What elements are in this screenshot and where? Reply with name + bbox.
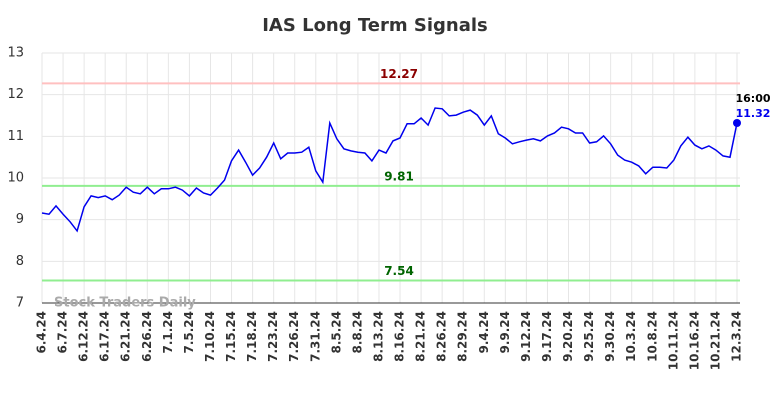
x-tick-label: 10.21.24 [708,311,722,370]
y-tick-label: 7 [16,296,24,311]
x-tick-label: 10.3.24 [624,311,638,362]
last-time-label: 16:00 [735,92,770,105]
x-tick-label: 7.15.24 [224,311,238,362]
x-tick-label: 9.4.24 [477,311,491,354]
x-tick-label: 7.31.24 [308,311,322,362]
x-tick-label: 6.26.24 [140,311,154,362]
x-tick-label: 8.13.24 [371,311,385,362]
x-tick-label: 10.11.24 [666,311,680,370]
x-tick-label: 10.16.24 [687,311,701,370]
chart-title: IAS Long Term Signals [262,15,488,36]
price-line [41,107,738,233]
y-tick-label: 12 [7,87,24,102]
last-point [733,119,741,127]
x-tick-label: 7.23.24 [266,311,280,362]
x-tick-label: 8.16.24 [393,311,407,362]
x-tick-label: 7.5.24 [182,311,196,354]
reference-label: 12.27 [380,67,418,81]
y-tick-label: 10 [7,171,24,186]
x-tick-label: 6.7.24 [56,311,70,354]
x-tick-label: 8.26.24 [435,311,449,362]
watermark: Stock Traders Daily [54,296,196,311]
x-tick-label: 8.29.24 [456,311,470,362]
x-tick-label: 12.3.24 [730,311,744,362]
x-tick-label: 9.12.24 [519,311,533,362]
x-tick-label: 6.12.24 [77,311,91,362]
x-tick-label: 9.25.24 [582,311,596,362]
x-tick-label: 8.5.24 [329,311,343,354]
x-tick-label: 9.30.24 [603,311,617,362]
x-tick-label: 8.8.24 [350,311,364,354]
x-tick-label: 6.17.24 [98,311,112,362]
last-value-label: 11.32 [736,107,771,120]
y-tick-label: 9 [16,212,24,227]
x-tick-label: 9.17.24 [540,311,554,362]
x-tick-label: 6.21.24 [119,311,133,362]
x-tick-label: 10.8.24 [645,311,659,362]
x-tick-label: 7.18.24 [245,311,259,362]
y-tick-label: 8 [16,254,24,269]
x-tick-label: 7.26.24 [287,311,301,362]
x-tick-label: 7.10.24 [203,311,217,362]
x-tick-label: 9.20.24 [561,311,575,362]
reference-label: 9.81 [384,169,414,183]
reference-label: 7.54 [384,264,414,278]
y-tick-label: 11 [7,129,24,144]
x-tick-label: 7.1.24 [161,311,175,354]
y-tick-label: 13 [7,46,24,61]
x-tick-label: 6.4.24 [35,311,49,354]
x-tick-label: 9.9.24 [498,311,512,354]
x-tick-label: 8.21.24 [414,311,428,362]
